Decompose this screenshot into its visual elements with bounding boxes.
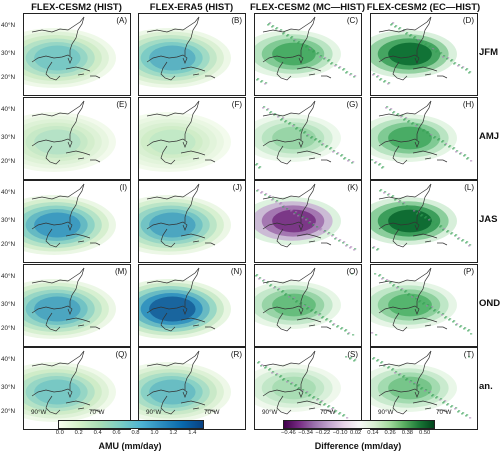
panel-label: (A) — [116, 16, 127, 25]
map-panel-a: (A) — [23, 13, 131, 96]
lon-tick-label: 70°W — [436, 409, 452, 416]
panel-label: (D) — [462, 16, 474, 25]
map-panel-f: (F) — [138, 97, 246, 180]
map-panel-m: (M) — [23, 264, 131, 347]
panel-label: (R) — [230, 350, 242, 359]
lat-tick-label: 30°N — [1, 217, 16, 224]
lat-tick-label: 30°N — [1, 301, 16, 308]
panel-label: (F) — [231, 100, 242, 109]
colorbar-tick-label: 0.38 — [401, 430, 414, 436]
map-panel-h: (H) — [370, 97, 478, 180]
column-title-4: FLEX-CESM2 (EC—HIST) — [366, 2, 481, 13]
panel-label: (H) — [462, 100, 474, 109]
map-panel-k: (K) — [254, 180, 362, 263]
map-panel-p: (P) — [370, 264, 478, 347]
amu-colorbar-title: AMU (mm/day) — [98, 441, 162, 451]
colorbar-tick-label: 0.4 — [93, 430, 102, 436]
map-panel-t: (T) — [370, 347, 478, 430]
map-panel-r: (R) — [138, 347, 246, 430]
panel-label: (Q) — [115, 350, 127, 359]
colorbar-tick-label: 0.6 — [112, 430, 121, 436]
map-panel-g: (G) — [254, 97, 362, 180]
row-label-jfm: JFM — [479, 47, 498, 58]
panel-label: (I) — [119, 183, 127, 192]
colorbar-tick-label: −0.22 — [315, 430, 331, 436]
colorbar-tick-label: −0.46 — [281, 430, 296, 436]
map-panel-q: (Q) — [23, 347, 131, 430]
map-panel-d: (D) — [370, 13, 478, 96]
map-panel-o: (O) — [254, 264, 362, 347]
colorbar-tick-label: −0.10 — [332, 430, 348, 436]
lat-tick-label: 20°N — [1, 74, 16, 81]
colorbar-tick-label: 0.26 — [384, 430, 396, 436]
column-title-2: FLEX-ERA5 (HIST) — [149, 2, 234, 13]
colorbar-tick-label: 1.0 — [150, 430, 159, 436]
colorbar-tick-label: −0.34 — [298, 430, 313, 436]
lat-tick-label: 20°N — [1, 325, 16, 332]
lat-tick-label: 40°N — [1, 106, 16, 113]
lon-tick-label: 70°W — [204, 409, 220, 416]
row-label-amj: AMJ — [479, 131, 500, 142]
map-panel-i: (I) — [23, 180, 131, 263]
lon-tick-label: 70°W — [320, 409, 336, 416]
map-panel-b: (B) — [138, 13, 246, 96]
colorbar-tick-label: 0.02 — [350, 430, 362, 436]
panel-label: (P) — [463, 267, 474, 276]
difference-colorbar-title: Difference (mm/day) — [314, 441, 402, 451]
map-panel-n: (N) — [138, 264, 246, 347]
lat-tick-label: 30°N — [1, 50, 16, 57]
panel-label: (T) — [463, 350, 474, 359]
lat-tick-label: 30°N — [1, 134, 16, 141]
panel-label: (M) — [115, 267, 127, 276]
lat-tick-label: 20°N — [1, 408, 16, 415]
map-panel-e: (E) — [23, 97, 131, 180]
map-panel-s: (S) — [254, 347, 362, 430]
lat-tick-label: 20°N — [1, 241, 16, 248]
lon-tick-label: 90°W — [262, 409, 278, 416]
lat-tick-label: 20°N — [1, 158, 16, 165]
panel-label: (K) — [347, 183, 358, 192]
amu-colorbar — [58, 420, 204, 429]
row-label-ond: OND — [479, 298, 500, 309]
panel-label: (B) — [231, 16, 242, 25]
lat-tick-label: 40°N — [1, 189, 16, 196]
colorbar-tick-label: 0.14 — [367, 430, 379, 436]
panel-label: (J) — [232, 183, 242, 192]
lat-tick-label: 30°N — [1, 384, 16, 391]
panel-label: (S) — [347, 350, 358, 359]
lon-tick-label: 90°W — [146, 409, 162, 416]
map-panel-l: (L) — [370, 180, 478, 263]
colorbar-tick-label: 0.8 — [131, 430, 140, 436]
colorbar-tick-label: 0.50 — [419, 430, 431, 436]
panel-label: (O) — [346, 267, 358, 276]
colorbar-tick-label: 0.0 — [55, 430, 64, 436]
lat-tick-label: 40°N — [1, 273, 16, 280]
map-panel-j: (J) — [138, 180, 246, 263]
row-label-an: an. — [479, 381, 493, 392]
panel-label: (C) — [346, 16, 358, 25]
lat-tick-label: 40°N — [1, 356, 16, 363]
column-title-1: FLEX-CESM2 (HIST) — [31, 2, 122, 13]
colorbar-tick-label: 0.2 — [74, 430, 83, 436]
panel-label: (L) — [464, 183, 474, 192]
lon-tick-label: 70°W — [89, 409, 105, 416]
panel-label: (G) — [346, 100, 358, 109]
difference-colorbar — [283, 420, 435, 429]
map-panel-c: (C) — [254, 13, 362, 96]
panel-label: (E) — [116, 100, 127, 109]
row-label-jas: JAS — [479, 214, 498, 225]
lon-tick-label: 90°W — [31, 409, 47, 416]
lat-tick-label: 40°N — [1, 22, 16, 29]
panel-label: (N) — [230, 267, 242, 276]
colorbar-tick-label: 1.2 — [169, 430, 178, 436]
colorbar-tick-label: 1.4 — [188, 430, 197, 436]
column-title-3: FLEX-CESM2 (MC—HIST) — [250, 2, 366, 13]
lon-tick-label: 90°W — [378, 409, 394, 416]
